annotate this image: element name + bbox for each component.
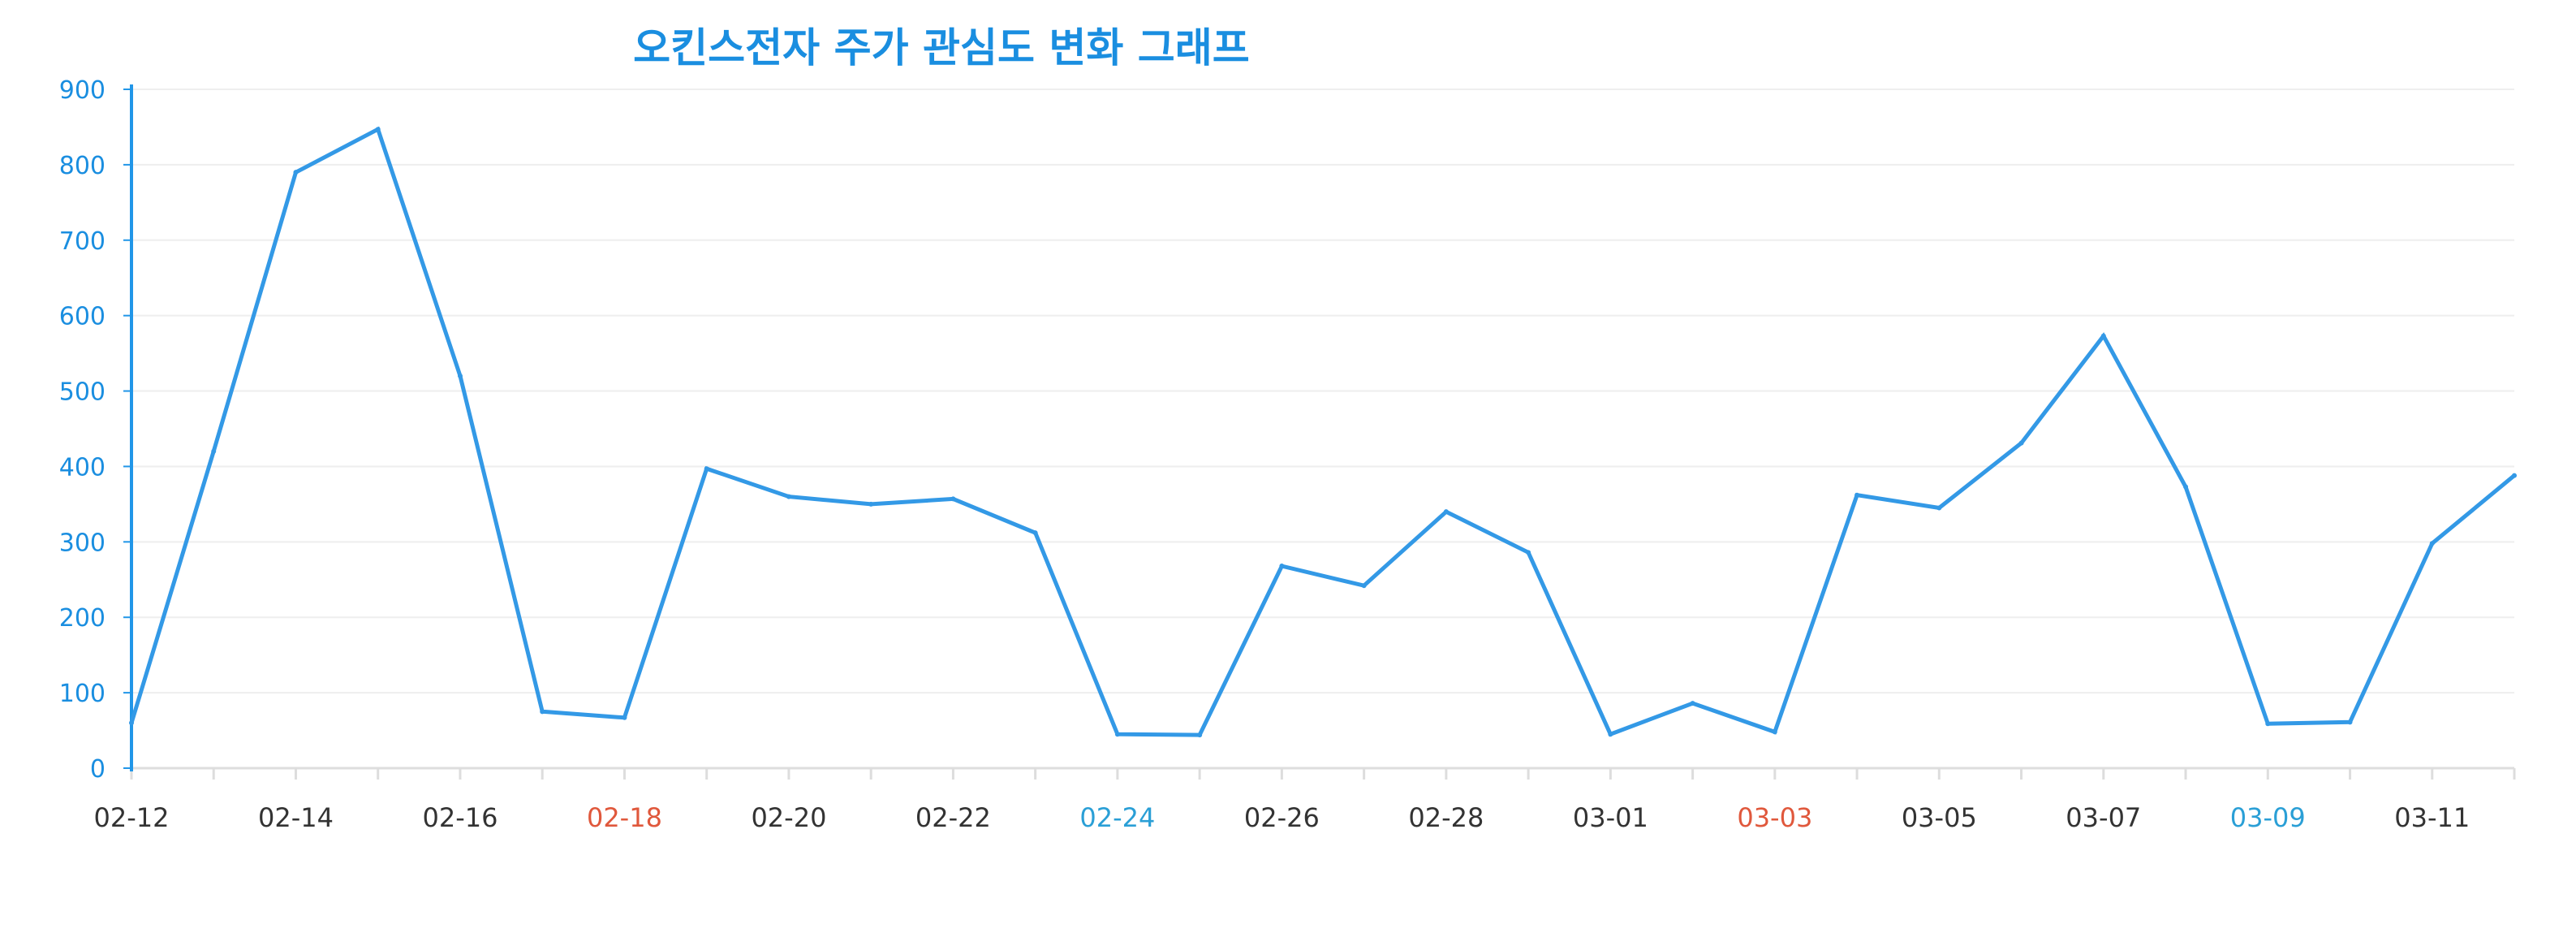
data-point	[1526, 550, 1531, 555]
x-tick-label: 03-05	[1902, 802, 1977, 833]
x-tick-label: 02-16	[422, 802, 498, 833]
data-point	[211, 448, 217, 454]
data-point	[375, 127, 381, 132]
x-tick-label: 03-09	[2230, 802, 2306, 833]
x-tick-label: 02-20	[751, 802, 826, 833]
grid-lines	[131, 89, 2514, 694]
x-tick-label: 02-18	[587, 802, 662, 833]
x-tick-label: 03-01	[1573, 802, 1648, 833]
y-tick-label: 100	[59, 680, 106, 708]
y-tick-label: 500	[59, 378, 106, 407]
data-point	[704, 466, 709, 472]
y-tick-label: 300	[59, 529, 106, 557]
data-point	[1032, 530, 1038, 536]
y-axis: 0 100 200 300 400 500 600 700 800 900	[59, 76, 133, 784]
x-tick-label: 03-03	[1737, 802, 1812, 833]
y-tick-label: 200	[59, 604, 106, 633]
y-tick-label: 0	[90, 755, 106, 784]
data-point	[2018, 440, 2024, 446]
data-point	[1114, 732, 1120, 737]
data-point	[2265, 721, 2271, 727]
data-point	[1197, 732, 1203, 738]
x-tick-label: 02-22	[915, 802, 991, 833]
y-tick-label: 800	[59, 152, 106, 180]
series-layer	[129, 126, 2517, 738]
data-point	[2347, 719, 2353, 725]
data-point	[1854, 492, 1860, 498]
y-tick-label: 900	[59, 76, 106, 105]
x-tick-label: 03-07	[2066, 802, 2141, 833]
data-point	[1936, 505, 1942, 511]
data-point	[868, 501, 874, 507]
data-point	[1772, 729, 1777, 735]
data-point	[293, 170, 299, 175]
x-tick-label: 02-26	[1244, 802, 1320, 833]
chart-title: 오킨스전자 주가 관심도 변화 그래프	[633, 24, 1250, 71]
data-point	[540, 709, 545, 715]
data-point	[1690, 701, 1695, 706]
data-point	[1279, 564, 1285, 569]
y-tick-label: 700	[59, 227, 106, 256]
data-point	[950, 496, 956, 502]
series-line	[129, 126, 2516, 737]
x-axis: 02-12 02-14 02-16 02-18 02-20 02-22 02-24 02-26…	[94, 767, 2516, 833]
data-point	[2100, 333, 2106, 339]
data-point	[786, 494, 791, 499]
data-point	[622, 715, 627, 720]
data-point	[1443, 509, 1449, 515]
data-point	[2183, 484, 2189, 490]
y-tick-label: 600	[59, 303, 106, 331]
data-point	[129, 720, 134, 726]
data-point	[1361, 583, 1367, 589]
x-tick-label: 02-24	[1079, 802, 1155, 833]
data-point	[457, 373, 463, 378]
data-point	[2429, 541, 2435, 546]
data-point	[1608, 732, 1613, 737]
data-point	[2512, 473, 2517, 478]
y-tick-label: 400	[59, 453, 106, 482]
x-tick-label: 02-28	[1408, 802, 1484, 833]
x-tick-label: 03-11	[2394, 802, 2470, 833]
x-tick-label: 02-14	[258, 802, 334, 833]
x-tick-label: 02-12	[94, 802, 170, 833]
